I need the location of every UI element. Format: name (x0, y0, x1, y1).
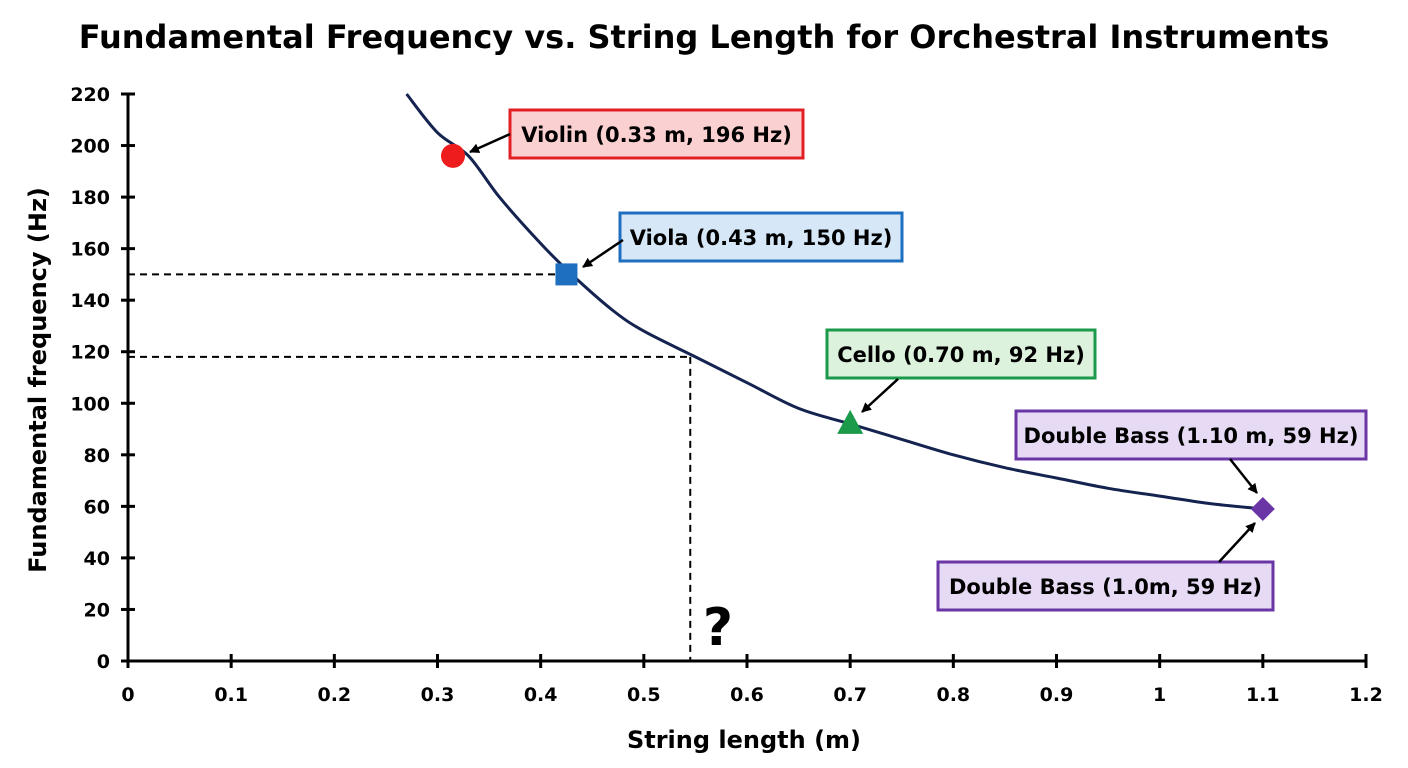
y-tick-label: 60 (84, 496, 110, 518)
callout-extra-0-arrow (1218, 522, 1256, 563)
x-tick-label: 0.8 (936, 684, 970, 706)
callout-violin-arrow (469, 132, 511, 154)
callout-double-bass-arrow (1229, 458, 1258, 494)
callout-viola-label: Viola (0.43 m, 150 Hz) (630, 226, 893, 250)
x-tick-label: 1.1 (1246, 684, 1280, 706)
x-tick-label: 0 (121, 684, 134, 706)
callout-cello-arrow (861, 378, 899, 413)
y-tick-label: 100 (70, 393, 110, 415)
y-axis-label: Fundamental frequency (Hz) (24, 187, 52, 573)
callout-double-bass-label: Double Bass (1.10 m, 59 Hz) (1024, 424, 1359, 448)
curve-layer (405, 93, 1263, 511)
x-tick-label: 0.4 (524, 684, 558, 706)
y-tick-label: 220 (70, 84, 110, 106)
callout-cello-label: Cello (0.70 m, 92 Hz) (837, 343, 1085, 367)
callout-viola-arrow (582, 238, 624, 269)
x-tick-label: 0.7 (833, 684, 867, 706)
question-mark-annotation: ? (703, 598, 733, 658)
callout-extra-0-label: Double Bass (1.0m, 59 Hz) (949, 575, 1262, 599)
callout-viola-box (618, 211, 904, 263)
callout-extra-0-box (936, 560, 1275, 612)
y-tick-label: 180 (70, 187, 110, 209)
callout-violin-box (508, 108, 805, 160)
x-tick-label: 0.2 (317, 684, 351, 706)
y-tick-label: 0 (97, 651, 110, 673)
x-tick-label: 0.1 (214, 684, 248, 706)
axes: 0 0.1 0.2 0.3 0.4 0.5 0.6 0.7 0.8 0.9 1 1.1 1.2 0 20 40… (70, 84, 1383, 706)
callout-violin-label: Violin (0.33 m, 196 Hz) (521, 123, 792, 147)
y-tick-label: 120 (70, 342, 110, 364)
x-tick-label: 0.9 (1040, 684, 1074, 706)
marker-cello (837, 409, 864, 434)
marker-double-bass (1250, 496, 1275, 521)
markers (440, 143, 1275, 521)
marker-violin (440, 143, 465, 168)
y-tick-label: 200 (70, 136, 110, 158)
y-tick-label: 40 (84, 548, 110, 570)
callout-double-bass-box (1014, 409, 1368, 461)
x-axis-label: String length (m) (627, 726, 861, 754)
x-tick-label: 0.3 (421, 684, 455, 706)
y-tick-label: 20 (84, 599, 110, 621)
callout-cello-box (825, 328, 1097, 380)
x-tick-label: 1.2 (1349, 684, 1383, 706)
callouts: Violin (0.33 m, 196 Hz) Viola (0.43 m, 15… (469, 108, 1368, 612)
y-tick-label: 140 (70, 290, 110, 312)
x-tick-label: 0.6 (730, 684, 764, 706)
reference-lines (128, 273, 692, 661)
y-tick-label: 80 (84, 445, 110, 467)
chart-title: Fundamental Frequency vs. String Length … (79, 18, 1330, 56)
x-tick-label: 0.5 (627, 684, 661, 706)
marker-viola (555, 263, 578, 286)
x-tick-label: 1 (1153, 684, 1166, 706)
frequency-curve (405, 93, 1263, 511)
y-tick-label: 160 (70, 239, 110, 261)
